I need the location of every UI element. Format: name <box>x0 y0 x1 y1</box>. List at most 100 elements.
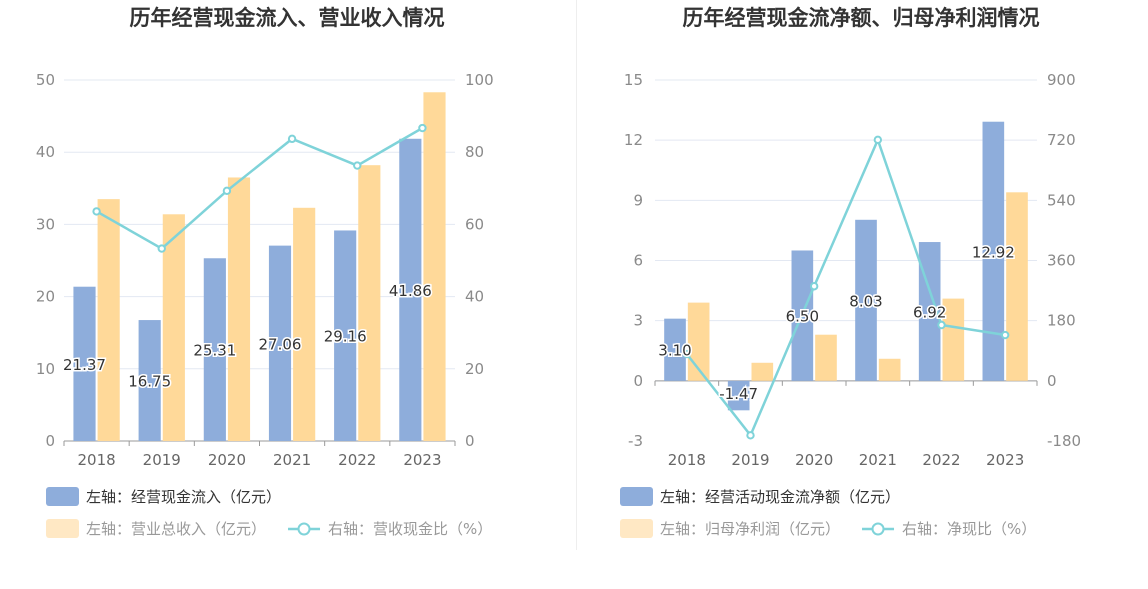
y-left-tick-label: 6 <box>633 252 643 270</box>
line-point <box>937 320 946 330</box>
bar-secondary <box>942 298 965 381</box>
line-point <box>418 123 427 133</box>
bar-secondary <box>358 165 381 442</box>
y-left-tick-label: 3 <box>633 312 643 330</box>
bar-primary <box>399 138 422 441</box>
bar-secondary <box>97 199 120 441</box>
y-left-tick-label: 0 <box>633 372 643 390</box>
legend-label-line: 右轴：净现比（%） <box>902 520 1036 538</box>
chart-cash-inflow-revenue: 0 10 20 30 40 50 0 20 40 60 80 100 2018 2019 2020 2021 2… <box>36 71 494 538</box>
y-left-tick-label: 15 <box>624 71 643 89</box>
x-tick-label: 2020 <box>795 451 833 469</box>
y-right-tick-label: 720 <box>1047 131 1076 149</box>
x-tick-label: 2022 <box>338 451 376 469</box>
line-point <box>746 431 755 440</box>
bar-secondary <box>227 177 251 441</box>
y-left-tick-label: 50 <box>36 71 55 89</box>
chart-panel-cash-inflow: 历年经营现金流入、营业收入情况 0 10 20 30 40 50 0 20 40 60 80 100 2… <box>36 6 494 538</box>
line-series <box>95 126 424 251</box>
legend-line-marker <box>871 522 885 536</box>
y-right-tick-label: 540 <box>1047 191 1076 209</box>
y-right-tick-label: 0 <box>465 432 475 450</box>
bar-data-label: 29.16 <box>324 328 367 346</box>
y-left-tick-label: 40 <box>36 143 55 161</box>
bar-data-label: 3.10 <box>658 342 691 360</box>
bar-primary <box>203 258 226 441</box>
bar-primary <box>268 245 292 441</box>
y-right-tick-label: 360 <box>1047 252 1076 270</box>
x-tick-label: 2023 <box>403 451 441 469</box>
y-right-tick-label: 100 <box>465 71 494 89</box>
chart-panel-net-cash: 历年经营现金流净额、归母净利润情况 -3 0 3 6 9 12 15 -180 0 180 360 5… <box>574 0 1148 589</box>
legend-label-primary: 左轴：经营现金流入（亿元） <box>86 488 281 506</box>
bar-secondary <box>1006 192 1028 381</box>
bar-data-label: 6.92 <box>913 303 946 321</box>
y-left-tick-label: 10 <box>36 360 55 378</box>
y-right-tick-label: -180 <box>1047 432 1081 450</box>
x-tick-label: 2022 <box>922 451 960 469</box>
chart-title: 历年经营现金流净额、归母净利润情况 <box>682 6 1040 30</box>
y-left-tick-label: 12 <box>624 131 643 149</box>
line-point <box>92 207 101 216</box>
bar-data-label: 8.03 <box>849 292 882 310</box>
bar-secondary <box>878 358 901 381</box>
line-point <box>682 349 692 359</box>
legend-swatch-primary <box>46 487 79 506</box>
bar-data-label: 25.31 <box>193 342 236 360</box>
x-tick-label: 2021 <box>273 451 311 469</box>
bar-data-label: -1.47 <box>719 385 758 403</box>
bar-primary <box>73 286 96 441</box>
y-left-tick-label: 9 <box>633 191 643 209</box>
y-left-tick-label: 0 <box>45 432 55 450</box>
panel-divider <box>576 0 577 550</box>
x-tick-label: 2018 <box>77 451 115 469</box>
bar-data-label: 16.75 <box>128 373 171 391</box>
bar-data-label: 27.06 <box>259 335 302 353</box>
bar-primary <box>334 230 357 441</box>
bar-data-label: 41.86 <box>389 282 432 300</box>
y-right-tick-label: 20 <box>465 360 484 378</box>
legend-swatch-secondary <box>46 519 79 538</box>
legend-label-line: 右轴：营收现金比（%） <box>328 520 492 538</box>
x-tick-label: 2019 <box>143 451 181 469</box>
x-tick-label: 2019 <box>731 451 769 469</box>
bar-data-label: 21.37 <box>63 356 106 374</box>
bar-secondary <box>293 207 316 441</box>
bar-secondary <box>423 92 446 442</box>
y-right-tick-label: 180 <box>1047 312 1076 330</box>
legend-swatch-primary <box>620 487 653 506</box>
x-tick-label: 2023 <box>986 451 1024 469</box>
bar-primary <box>727 380 750 411</box>
x-tick-label: 2018 <box>668 451 706 469</box>
y-right-tick-label: 80 <box>465 143 484 161</box>
y-right-tick-label: 900 <box>1047 71 1076 89</box>
bar-data-label: 6.50 <box>786 308 819 326</box>
line-point <box>353 161 362 170</box>
chart-title: 历年经营现金流入、营业收入情况 <box>129 6 445 30</box>
y-right-tick-label: 60 <box>465 215 484 233</box>
line-series <box>685 136 1006 438</box>
bar-secondary <box>815 334 837 381</box>
x-tick-label: 2020 <box>208 451 246 469</box>
bar-primary <box>982 121 1005 381</box>
legend-label-primary: 左轴：经营活动现金流净额（亿元） <box>660 488 900 506</box>
y-right-tick-label: 0 <box>1047 372 1057 390</box>
chart-net-cash-profit: -3 0 3 6 9 12 15 -180 0 180 360 540 720 900 2018 2019 20… <box>620 71 1081 538</box>
legend-swatch-secondary <box>620 519 653 538</box>
line-point <box>287 134 297 144</box>
x-tick-label: 2021 <box>859 451 897 469</box>
line-point <box>1000 330 1010 340</box>
line-point <box>222 186 232 196</box>
bar-secondary <box>751 362 774 381</box>
y-left-tick-label: 20 <box>36 288 55 306</box>
bar-primary <box>138 320 161 441</box>
y-right-tick-label: 40 <box>465 288 484 306</box>
bar-secondary <box>162 214 185 441</box>
line-point <box>809 282 819 291</box>
line-point <box>157 244 166 253</box>
line-point <box>873 135 883 145</box>
bar-primary <box>855 219 877 381</box>
bar-data-label: 12.92 <box>972 243 1015 261</box>
legend-label-secondary: 左轴：归母净利润（亿元） <box>660 520 840 538</box>
bar-primary <box>664 318 686 381</box>
